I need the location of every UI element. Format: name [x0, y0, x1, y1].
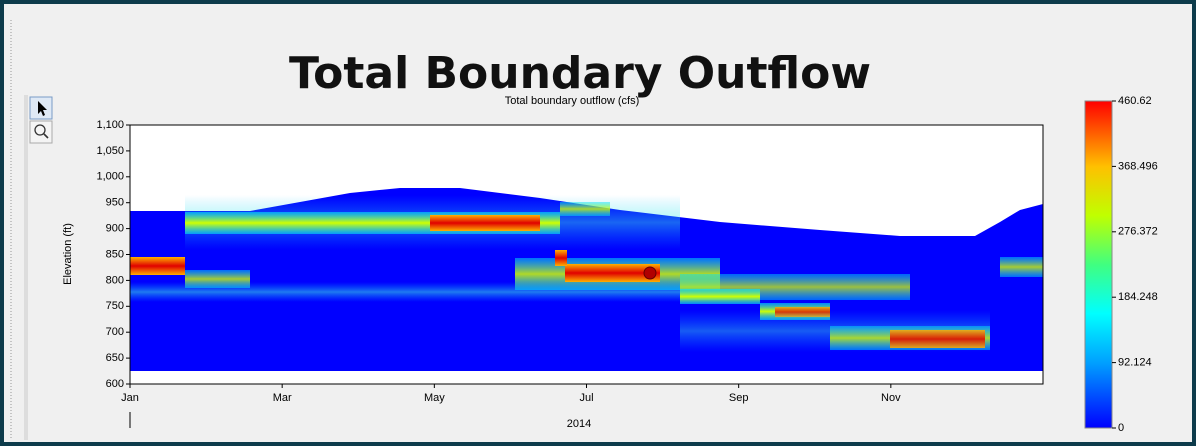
heatmap-band [185, 270, 250, 288]
zoom-icon-handle [43, 133, 49, 139]
heatmap-band [560, 202, 610, 216]
colorbar-tick-label: 0 [1118, 422, 1124, 434]
y-tick-label: 950 [106, 197, 124, 209]
x-tick-label: Jan [121, 392, 139, 404]
y-tick-label: 1,050 [96, 145, 124, 157]
pointer-icon [38, 101, 47, 116]
y-tick-label: 700 [106, 326, 124, 338]
heatmap-band [130, 257, 185, 275]
page-title: Total Boundary Outflow [289, 48, 871, 99]
y-tick-label: 650 [106, 352, 124, 364]
y-tick-label: 800 [106, 274, 124, 286]
y-tick-label: 1,000 [96, 171, 124, 183]
x-tick-label: May [424, 392, 445, 404]
y-tick-label: 750 [106, 300, 124, 312]
x-axis-label: 2014 [567, 418, 591, 430]
heatmap-band [565, 264, 660, 282]
colorbar [1084, 100, 1113, 429]
x-tick-label: Jul [579, 392, 593, 404]
colorbar-tick-label: 460.62 [1118, 95, 1152, 107]
heatmap-band [680, 289, 760, 304]
heatmap-band [430, 215, 540, 231]
zoom-tool[interactable] [29, 120, 53, 144]
colorbar-tick-label: 276.372 [1118, 226, 1158, 238]
x-tick-label: Mar [273, 392, 292, 404]
x-tick-label: Nov [881, 392, 901, 404]
cursor-marker [643, 266, 657, 280]
heatmap-bands [130, 195, 1043, 352]
heatmap-band [1000, 257, 1043, 277]
y-tick-label: 1,100 [96, 119, 124, 131]
x-tick-label: Sep [729, 392, 749, 404]
colorbar-tick-label: 368.496 [1118, 160, 1158, 172]
y-tick-label: 850 [106, 248, 124, 260]
y-tick-label: 900 [106, 223, 124, 235]
colorbar-tick-label: 92.124 [1118, 357, 1152, 369]
colorbar-tick-label: 184.248 [1118, 291, 1158, 303]
heatmap-band [555, 250, 567, 266]
zoom-icon [34, 124, 46, 136]
chart-subtitle: Total boundary outflow (cfs) [505, 95, 640, 107]
toolbar-strip [24, 95, 28, 440]
y-tick-label: 600 [106, 378, 124, 390]
y-axis-label: Elevation (ft) [62, 223, 74, 285]
heatmap-band [890, 330, 985, 348]
